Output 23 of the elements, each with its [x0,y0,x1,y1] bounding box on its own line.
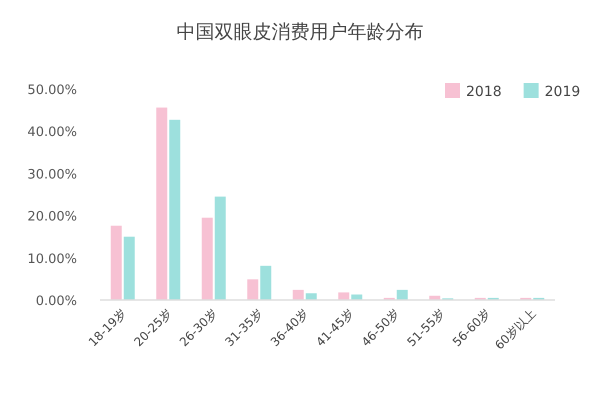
bar [292,290,304,300]
bar [214,196,226,300]
legend-label: 2018 [466,84,502,100]
bar [169,120,180,300]
bar [338,292,350,300]
y-tick-label: 0.00% [36,294,77,309]
bar [202,218,213,300]
bar [396,290,408,300]
bar [124,236,135,300]
y-tick-label: 20.00% [27,210,77,225]
y-tick-label: 10.00% [27,252,77,267]
x-tick-label: 60岁以上 [492,306,538,352]
bar [260,266,272,300]
bar [110,226,122,300]
bar [306,293,317,300]
bar [247,279,258,300]
legend-label: 2019 [544,84,580,100]
y-tick-label: 50.00% [27,83,77,98]
y-tick-label: 40.00% [27,125,77,140]
chart-title: 中国双眼皮消费用户年龄分布 [176,21,424,43]
y-tick-label: 30.00% [27,167,77,182]
bar [351,294,362,300]
bar [156,108,168,300]
